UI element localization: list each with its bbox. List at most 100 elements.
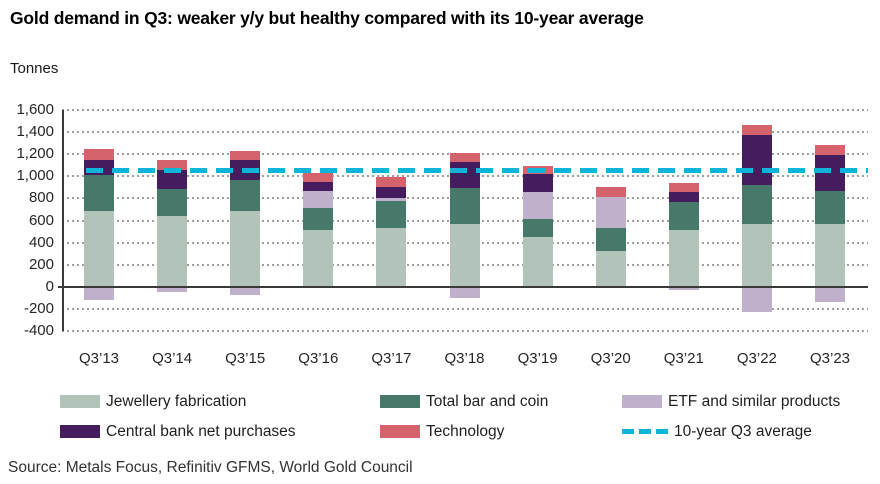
bar-segment-technology [230,150,261,161]
bar-segment-etf-and-similar-products [449,286,480,299]
zero-axis-line [58,285,868,288]
axis-unit-label: Tonnes [10,60,59,77]
x-tick-label: Q3’17 [371,350,412,367]
legend-item-technology: Technology [380,422,622,440]
bar-segment-jewellery-fabrication [376,228,407,287]
bar-segment-etf-and-similar-products [157,286,188,293]
bar-segment-technology [668,183,699,193]
chart-title: Gold demand in Q3: weaker y/y but health… [10,8,644,28]
legend-item-etf-products: ETF and similar products [622,392,872,410]
bar-segment-technology [84,149,114,160]
x-tick-label: Q3’13 [78,350,120,367]
bar-segment-technology [376,177,407,187]
bar-segment-technology [815,145,845,155]
x-tick-label: Q3’14 [152,350,193,367]
legend-label: Technology [426,422,505,440]
legend-item-10-year-average: 10-year Q3 average [622,422,872,440]
bar-segment-technology [449,153,480,162]
bar-segment-etf-and-similar-products [376,198,407,202]
gridline [62,307,868,310]
gridline [62,330,868,332]
bar-segment-etf-and-similar-products [815,286,845,303]
y-tick-label: 800 [28,189,54,207]
y-tick-label: 1,000 [16,167,54,185]
bar-segment-jewellery-fabrication [303,229,334,287]
average-line [86,168,868,174]
bar-segment-jewellery-fabrication [815,224,845,287]
y-tick-label: 1,200 [16,145,54,163]
bar-segment-jewellery-fabrication [668,230,699,287]
legend-label: 10-year Q3 average [674,422,812,440]
bar-segment-etf-and-similar-products [668,286,699,291]
bar-segment-total-bar-and-coin [522,218,553,238]
bar-segment-jewellery-fabrication [84,210,114,287]
bar-segment-etf-and-similar-products [84,286,114,301]
x-tick-label: Q3’15 [225,350,266,367]
bar-segment-total-bar-and-coin [449,188,480,224]
legend-label: Jewellery fabrication [106,392,247,410]
total-bar-and-coin-swatch [380,395,420,408]
y-tick-label: 1,400 [16,123,54,141]
x-tick-label: Q3’23 [809,350,851,367]
y-axis-line [62,110,64,331]
bar-segment-technology [595,187,626,197]
bar-segment-total-bar-and-coin [303,208,334,230]
y-tick-label: 200 [28,255,54,273]
bar-segment-central-bank-net-purchases [303,181,334,192]
y-tick-label: 1,600 [16,101,54,118]
bar-segment-etf-and-similar-products [741,286,772,313]
bar-segment-jewellery-fabrication [449,223,480,287]
bar-segment-total-bar-and-coin [84,174,114,211]
y-tick-label: 400 [28,233,54,251]
bar-segment-jewellery-fabrication [157,215,188,287]
legend-item-jewellery-fabrication: Jewellery fabrication [60,392,380,410]
bar-segment-central-bank-net-purchases [522,174,553,193]
x-tick-label: Q3’18 [444,350,485,367]
y-tick-label: -200 [23,299,54,317]
legend: Jewellery fabrication Total bar and coin… [60,392,872,440]
bar-segment-central-bank-net-purchases [449,161,480,189]
bar-segment-etf-and-similar-products [595,196,626,228]
jewellery-fabrication-swatch [60,395,100,408]
bar-segment-etf-and-similar-products [522,192,553,219]
bar-segment-central-bank-net-purchases [741,134,772,185]
bar-segment-central-bank-net-purchases [157,169,188,189]
legend-item-central-bank: Central bank net purchases [60,422,380,440]
bar-segment-etf-and-similar-products [230,286,261,295]
x-tick-label: Q3’19 [517,350,558,367]
bar-segment-central-bank-net-purchases [668,192,699,203]
legend-item-total-bar-and-coin: Total bar and coin [380,392,622,410]
central-bank-swatch [60,425,100,438]
x-tick-label: Q3’20 [590,350,631,367]
bar-segment-central-bank-net-purchases [376,186,407,199]
bar-segment-total-bar-and-coin [595,227,626,252]
bar-segment-etf-and-similar-products [303,191,334,209]
bar-segment-total-bar-and-coin [815,191,845,225]
bar-segment-total-bar-and-coin [230,179,261,212]
bar-segment-technology [157,160,188,170]
technology-swatch [380,425,420,438]
bar-segment-total-bar-and-coin [376,201,407,229]
legend-label: Total bar and coin [426,392,549,410]
average-dash-swatch [622,429,668,434]
bar-segment-total-bar-and-coin [741,184,772,225]
bar-segment-jewellery-fabrication [741,224,772,287]
bar-segment-technology [741,125,772,135]
gridline [62,131,868,134]
legend-label: Central bank net purchases [106,422,296,440]
x-tick-label: Q3’16 [298,350,339,367]
y-tick-label: 600 [28,211,54,229]
etf-products-swatch [622,395,662,408]
legend-label: ETF and similar products [668,392,841,410]
gridline [62,109,868,111]
bar-segment-jewellery-fabrication [522,237,553,287]
bar-segment-total-bar-and-coin [157,189,188,216]
bar-segment-jewellery-fabrication [230,211,261,287]
y-tick-label: -400 [23,322,54,339]
bar-segment-jewellery-fabrication [595,251,626,287]
x-tick-label: Q3’22 [736,350,777,367]
x-tick-label: Q3’21 [663,350,704,367]
y-tick-label: 0 [45,277,54,295]
bar-segment-total-bar-and-coin [668,202,699,231]
